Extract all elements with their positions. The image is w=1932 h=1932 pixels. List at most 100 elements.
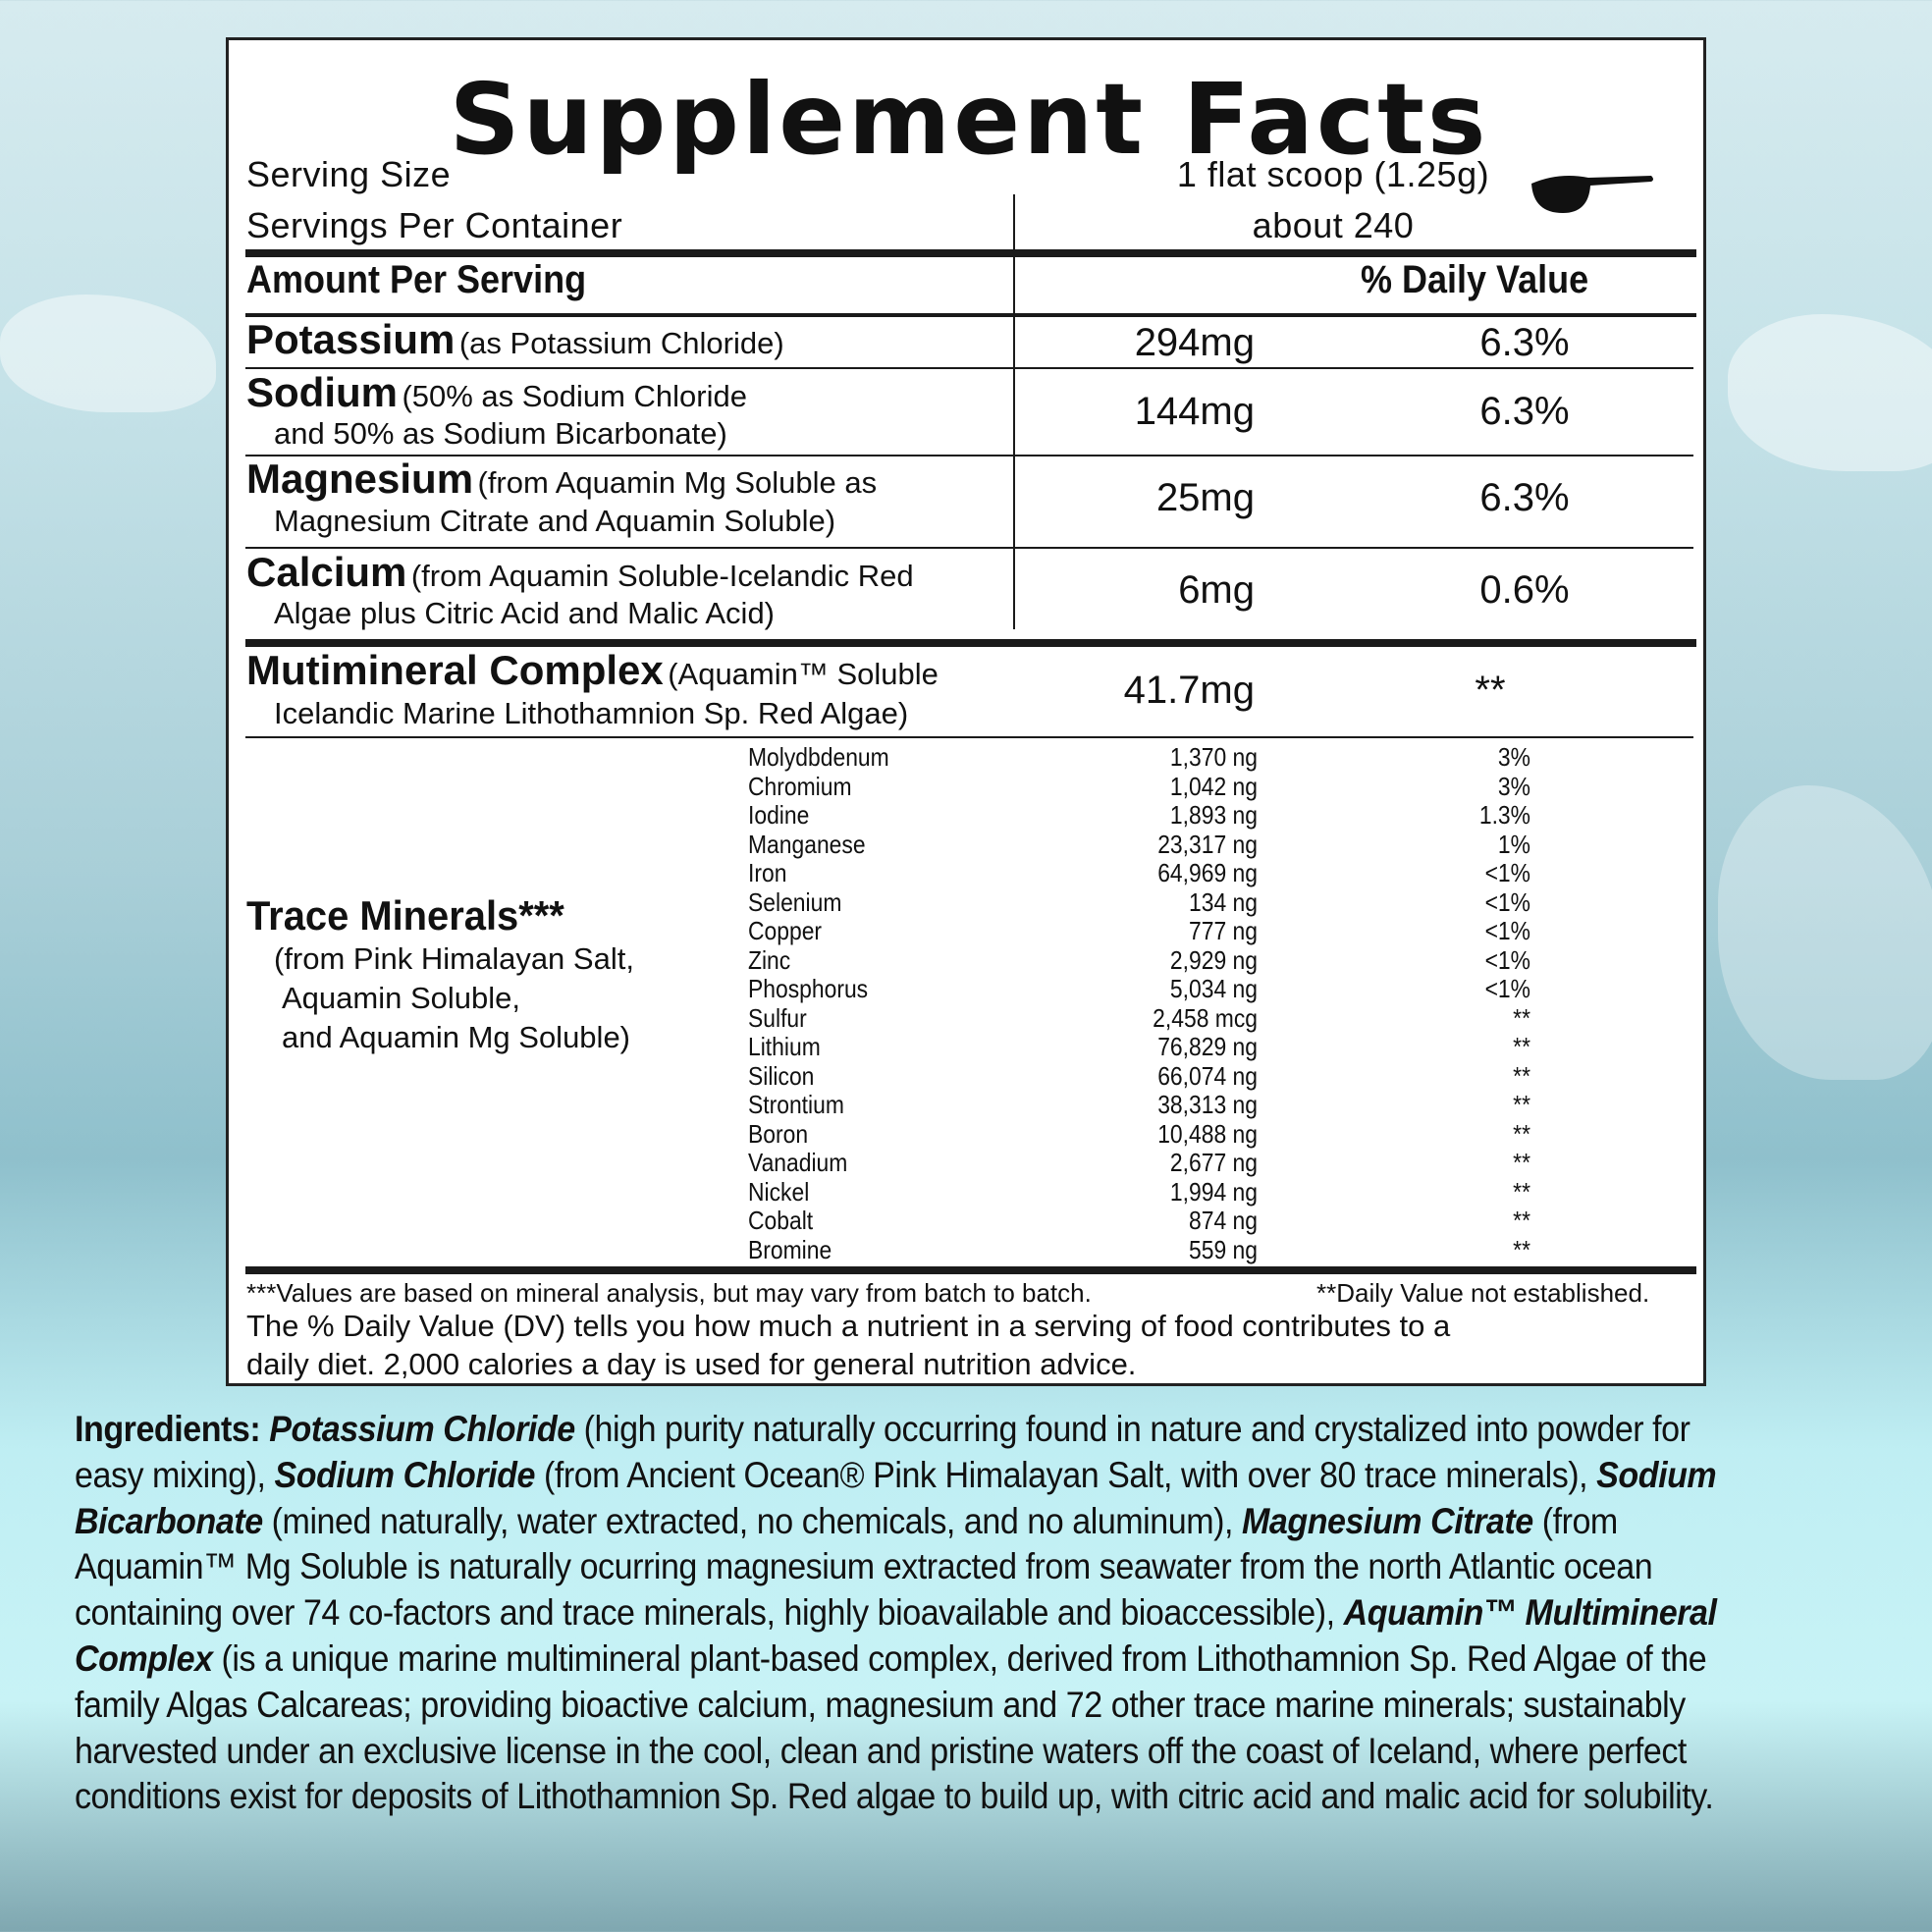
nutrient-source: (50% as Sodium Chloride [402, 379, 747, 413]
ingredient-description: (from Ancient Ocean® Pink Himalayan Salt… [534, 1454, 1597, 1495]
complex-amount: 41.7mg [1123, 669, 1255, 712]
trace-mineral-name: Iodine [748, 800, 810, 830]
trace-mineral-name: Molydbdenum [748, 742, 889, 772]
ingredient-name: Sodium Bicarbonate [75, 1454, 1717, 1541]
divider [245, 455, 1693, 456]
amount-per-serving-header: Amount Per Serving [246, 258, 587, 301]
trace-mineral-amount: 66,074 ng [1157, 1060, 1258, 1091]
ingredient-name: Magnesium Citrate [1241, 1500, 1533, 1541]
trace-mineral-name: Zinc [748, 944, 791, 975]
servings-per-container-label: Servings Per Container [246, 205, 623, 245]
divider-thick [245, 639, 1696, 647]
trace-mineral-name: Bromine [748, 1234, 832, 1264]
divider-thick [245, 1266, 1696, 1274]
ingredient-description: (high purity naturally occurring found i… [75, 1409, 1690, 1495]
trace-mineral-amount: 10,488 ng [1157, 1118, 1258, 1149]
trace-mineral-name: Lithium [748, 1032, 821, 1061]
ingredient-name: Potassium Chloride [269, 1409, 575, 1449]
divider [245, 547, 1693, 549]
nutrient-name: Sodium [246, 369, 398, 415]
trace-mineral-amount: 559 ng [1189, 1234, 1258, 1264]
nutrient-source: (as Potassium Chloride) [458, 326, 784, 360]
nutrient-row-calcium: Calcium (from Aquamin Soluble-Icelandic … [246, 549, 914, 596]
nutrient-amount: 25mg [1155, 476, 1255, 519]
footnote-values: ***Values are based on mineral analysis,… [246, 1278, 1092, 1308]
nutrient-dv: 0.6% [1479, 568, 1570, 612]
nutrient-name: Potassium [246, 316, 456, 362]
serving-size-label: Serving Size [246, 154, 452, 194]
trace-mineral-name: Silicon [748, 1060, 815, 1091]
trace-mineral-dv: ** [1513, 1206, 1530, 1235]
trace-mineral-amount: 2,929 ng [1169, 944, 1258, 975]
trace-mineral-dv: ** [1513, 1176, 1530, 1207]
trace-mineral-dv: 3% [1497, 771, 1530, 801]
complex-name: Mutimineral Complex [246, 647, 664, 693]
nutrient-row-sodium: Sodium (50% as Sodium Chloride [246, 369, 747, 416]
trace-mineral-dv: ** [1513, 1118, 1530, 1149]
nutrient-amount: 294mg [1134, 321, 1255, 364]
trace-mineral-dv: 1.3% [1478, 800, 1530, 830]
iceberg-decoration [0, 295, 216, 412]
trace-mineral-amount: 2,677 ng [1169, 1148, 1258, 1177]
trace-minerals-source: Aquamin Soluble, [282, 981, 520, 1015]
multimineral-complex-row: Mutimineral Complex (Aquamin™ Soluble [246, 647, 939, 694]
scoop-icon [1531, 176, 1653, 213]
iceberg-decoration [1728, 314, 1932, 471]
panel-title: Supplement Facts [449, 62, 1489, 177]
serving-size-value: 1 flat scoop (1.25g) [1176, 154, 1490, 194]
trace-mineral-dv: <1% [1484, 944, 1530, 975]
supplement-facts-panel: Supplement Facts Serving Size 1 flat sco… [226, 37, 1706, 1386]
nutrient-source: (from Aquamin Mg Soluble as [477, 465, 878, 500]
nutrient-amount: 6mg [1178, 568, 1255, 612]
ingredient-description: (is a unique marine multimineral plant-b… [75, 1637, 1714, 1817]
trace-mineral-name: Selenium [748, 886, 842, 917]
nutrient-amount: 144mg [1134, 390, 1255, 433]
nutrient-row-potassium: Potassium (as Potassium Chloride) [246, 316, 784, 363]
trace-mineral-name: Boron [748, 1118, 809, 1149]
column-divider [1013, 194, 1015, 629]
trace-mineral-name: Cobalt [748, 1206, 814, 1235]
divider [245, 313, 1696, 317]
dv-explanation: The % Daily Value (DV) tells you how muc… [246, 1309, 1451, 1343]
nutrient-name: Magnesium [246, 456, 474, 502]
trace-minerals-source: and Aquamin Mg Soluble) [282, 1020, 631, 1054]
daily-value-header: % Daily Value [1361, 258, 1589, 301]
trace-mineral-amount: 1,370 ng [1169, 742, 1258, 772]
trace-mineral-name: Strontium [748, 1090, 844, 1119]
trace-mineral-dv: 1% [1497, 829, 1530, 859]
trace-mineral-amount: 2,458 mcg [1153, 1002, 1258, 1033]
trace-mineral-amount: 38,313 ng [1157, 1090, 1258, 1119]
trace-mineral-name: Manganese [748, 829, 866, 859]
trace-mineral-dv: <1% [1484, 886, 1530, 917]
trace-mineral-amount: 777 ng [1189, 916, 1258, 945]
trace-mineral-name: Copper [748, 916, 823, 945]
trace-mineral-amount: 5,034 ng [1169, 974, 1258, 1003]
ingredient-description: (mined naturally, water extracted, no ch… [262, 1500, 1242, 1541]
nutrient-source-cont: Algae plus Citric Acid and Malic Acid) [274, 596, 776, 630]
nutrient-name: Calcium [246, 549, 407, 595]
trace-mineral-dv: ** [1513, 1148, 1530, 1177]
trace-minerals-title: Trace Minerals*** [246, 892, 564, 939]
divider [245, 367, 1693, 369]
nutrient-source: (from Aquamin Soluble-Icelandic Red [410, 559, 914, 593]
trace-mineral-amount: 1,893 ng [1169, 800, 1258, 830]
trace-mineral-dv: ** [1513, 1002, 1530, 1033]
complex-source-cont: Icelandic Marine Lithothamnion Sp. Red A… [274, 696, 909, 730]
complex-dv: ** [1475, 669, 1506, 712]
trace-mineral-dv: ** [1513, 1060, 1530, 1091]
trace-mineral-name: Sulfur [748, 1002, 807, 1033]
trace-mineral-amount: 76,829 ng [1157, 1032, 1258, 1061]
trace-mineral-dv: <1% [1484, 916, 1530, 945]
nutrient-row-magnesium: Magnesium (from Aquamin Mg Soluble as [246, 456, 877, 503]
dv-explanation: daily diet. 2,000 calories a day is used… [246, 1347, 1137, 1381]
nutrient-source-cont: Magnesium Citrate and Aquamin Soluble) [274, 504, 836, 538]
trace-mineral-name: Iron [748, 858, 787, 887]
ingredient-name: Sodium Chloride [274, 1454, 536, 1495]
ingredient-name: Aquamin™ Multimineral Complex [75, 1592, 1717, 1679]
trace-mineral-name: Phosphorus [748, 974, 869, 1003]
divider [245, 736, 1693, 738]
servings-per-container-value: about 240 [1252, 205, 1415, 245]
trace-mineral-amount: 1,994 ng [1169, 1176, 1258, 1207]
footnote-dv-not-established: **Daily Value not established. [1316, 1278, 1650, 1308]
trace-mineral-name: Vanadium [748, 1148, 848, 1177]
